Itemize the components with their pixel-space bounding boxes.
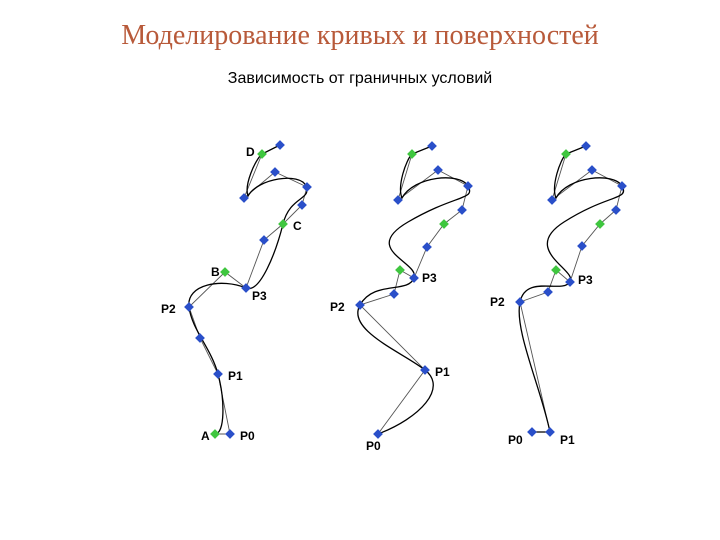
- point-label: P0: [240, 429, 255, 443]
- diagram-canvas: P0 P1 P2 P3 A B C D P0 P1 P2 P3 P0 P1 P2 P3: [0, 0, 720, 540]
- control-point: [242, 284, 250, 292]
- curve-point: [390, 290, 398, 298]
- boundary-point: [211, 430, 219, 438]
- control-point: [214, 370, 222, 378]
- point-label: P0: [508, 433, 523, 447]
- curve-point: [276, 141, 284, 149]
- point-label: P1: [560, 433, 575, 447]
- curve-point: [423, 243, 431, 251]
- curve-point: [588, 166, 596, 174]
- control-point: [546, 428, 554, 436]
- control-polyline: [520, 146, 622, 432]
- control-point: [528, 428, 536, 436]
- curve-point: [394, 196, 402, 204]
- curve-point: [434, 166, 442, 174]
- curve-point: [428, 142, 436, 150]
- curve-point: [582, 142, 590, 150]
- boundary-label: C: [293, 219, 302, 233]
- point-label: P3: [578, 273, 593, 287]
- spline-curve: [358, 146, 470, 434]
- boundary-point: [396, 266, 404, 274]
- boundary-label: B: [211, 265, 220, 279]
- panel-left: P0 P1 P2 P3 A B C D: [161, 141, 311, 443]
- spline-curve: [519, 146, 623, 432]
- point-label: P2: [330, 300, 345, 314]
- boundary-label: D: [246, 145, 255, 159]
- control-polyline: [360, 146, 468, 434]
- control-point: [374, 430, 382, 438]
- panel-mid: P0 P1 P2 P3: [330, 142, 472, 453]
- point-label: P1: [435, 365, 450, 379]
- point-label: P2: [161, 302, 176, 316]
- curve-point: [458, 206, 466, 214]
- boundary-point: [440, 220, 448, 228]
- panel-right: P0 P1 P2 P3: [490, 142, 626, 447]
- point-label: P2: [490, 295, 505, 309]
- point-label: P0: [366, 439, 381, 453]
- point-label: P3: [422, 271, 437, 285]
- boundary-label: A: [201, 429, 210, 443]
- curve-point: [544, 288, 552, 296]
- control-point: [410, 274, 418, 282]
- point-label: P3: [252, 289, 267, 303]
- control-point: [516, 298, 524, 306]
- curve-point: [548, 196, 556, 204]
- point-label: P1: [228, 369, 243, 383]
- control-point: [226, 430, 234, 438]
